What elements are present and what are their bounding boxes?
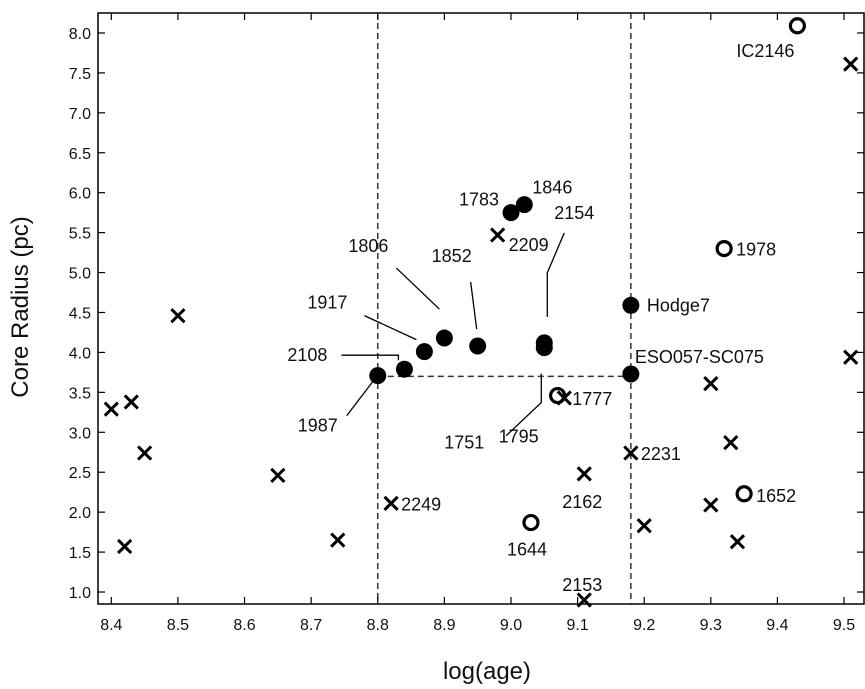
y-tick-label: 3.0 [69,425,91,442]
label-2249: 2249 [401,494,441,514]
label-1751: 1751 [444,433,484,453]
point-unlabeled-2-13 [636,518,652,534]
point-unlabeled-2-14 [703,375,719,392]
y-axis: 1.0 1.5 2.0 2.5 3.0 3.5 4.0 4.5 5.0 5.5 6.0 6.5 7.0 7… [69,26,864,602]
point-unlabeled-2-7 [123,394,139,410]
label-1978: 1978 [736,240,776,260]
point-2209 [490,227,506,243]
label-1652: 1652 [756,486,796,506]
point-1987 [369,367,387,385]
y-tick-label: 2.0 [69,505,91,522]
label-1795: 1795 [499,427,539,447]
x-tick-label: 9.5 [833,617,855,634]
x-tick-label: 8.9 [433,617,455,634]
y-tick-label: 6.0 [69,186,91,203]
x-tick-label: 9.4 [766,617,788,634]
point-1783 [502,204,520,222]
y-tick-label: 7.0 [69,106,91,123]
leader-2154 [546,232,565,317]
point-labels: 1783 1846 1806 1852 2154 1751 1917 2108 1987 Hodg… [287,41,796,595]
x-tick-label: 9.3 [700,617,722,634]
x-tick-label: 9.1 [566,617,588,634]
point-1777 [556,390,572,406]
point-1846 [515,196,533,214]
point-2249 [383,495,399,511]
y-tick-label: 6.5 [69,146,91,163]
point-unlabeled-2-6 [103,401,119,417]
leader-1751 [505,373,542,437]
label-1644: 1644 [507,540,547,560]
label-2154: 2154 [554,203,594,223]
point-1644 [522,513,540,532]
label-1852: 1852 [432,246,472,266]
point-1917 [415,343,433,361]
point-1806 [435,329,453,347]
leader-1917 [364,315,417,341]
y-tick-label: 3.5 [69,385,91,402]
x-tick-label: 8.5 [167,617,189,634]
point-unlabeled-2-10 [170,308,186,324]
point-unlabeled-2-8 [137,445,153,461]
y-tick-label: 5.0 [69,266,91,283]
label-1777: 1777 [572,389,612,409]
y-tick-label: 1.5 [69,545,91,562]
reference-lines [377,13,632,604]
point-unlabeled-2-18 [843,56,859,72]
label-1783: 1783 [459,190,499,210]
label-2231: 2231 [641,444,681,464]
x-tick-label: 8.8 [367,617,389,634]
label-1806: 1806 [348,236,388,256]
point-1978 [715,240,733,258]
x-tick-label: 8.4 [100,617,122,634]
data-points [103,17,859,608]
label-hodge7: Hodge7 [647,295,710,315]
y-tick-label: 5.5 [69,226,91,243]
point-hodge7 [622,296,640,314]
point-unlabeled-2-9 [117,538,133,555]
point-1852 [469,337,487,355]
point-ic2146 [788,17,806,35]
leader-2108 [341,354,400,361]
point-unlabeled-2-15 [703,497,719,513]
plot-frame [97,12,865,605]
y-tick-label: 4.5 [69,305,91,322]
point-unlabeled-2-16 [723,435,739,451]
point-1751 [535,339,553,357]
x-tick-label: 8.6 [233,617,255,634]
label-eso057-sc075: ESO057-SC075 [635,347,764,367]
point-eso057-sc075 [622,365,640,383]
x-tick-label: 8.7 [300,617,322,634]
y-tick-label: 2.5 [69,465,91,482]
point-unlabeled-2-17 [729,534,746,550]
point-unlabeled-2-12 [330,532,346,548]
point-2231 [623,445,639,461]
label-1846: 1846 [532,178,572,198]
y-axis-title: Core Radius (pc) [7,216,34,397]
x-axis-title: log(age) [443,658,531,685]
y-tick-label: 7.5 [69,66,91,83]
label-1987: 1987 [298,416,338,436]
y-tick-label: 1.0 [69,585,91,602]
y-tick-label: 8.0 [69,26,91,43]
label-2209: 2209 [509,235,549,255]
leader-1987 [346,381,374,416]
label-1917: 1917 [307,293,347,313]
x-axis: 8.4 8.5 8.6 8.7 8.8 8.9 9.0 9.1 9.2 9.3 9.4 9.5 [100,13,855,634]
leader-1852 [470,281,478,330]
x-tick-label: 9.0 [500,617,522,634]
label-2153: 2153 [562,575,602,595]
point-unlabeled-2-19 [843,349,859,365]
point-unlabeled-2-11 [270,467,286,484]
label-2108: 2108 [287,345,327,365]
point-1652 [735,485,753,503]
label-ic2146: IC2146 [736,41,794,61]
leader-1806 [395,267,440,310]
x-tick-label: 9.2 [633,617,655,634]
label-2162: 2162 [562,492,602,512]
label-leader-lines [341,232,565,437]
point-2108 [395,360,413,378]
y-tick-label: 4.0 [69,345,91,362]
point-2162 [576,466,592,482]
